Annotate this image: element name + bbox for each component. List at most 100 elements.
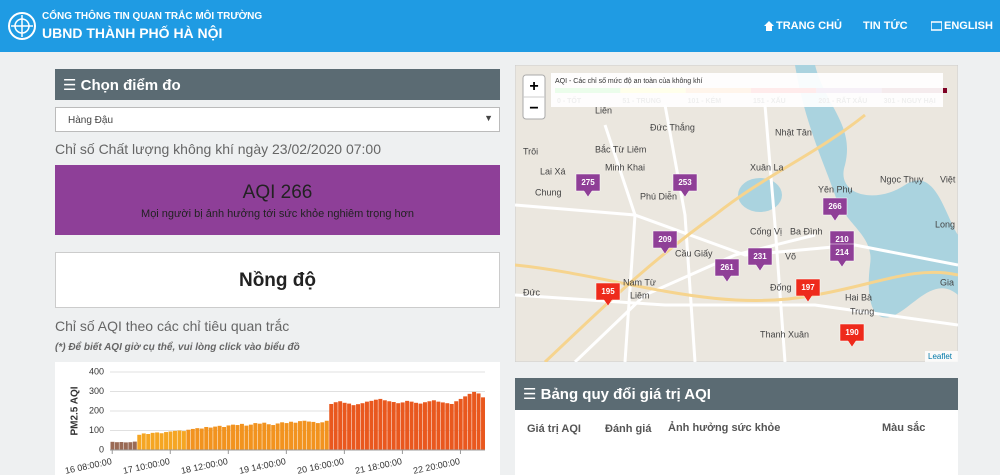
bar bbox=[128, 442, 133, 450]
marker-value: 275 bbox=[581, 178, 595, 187]
bar bbox=[400, 402, 405, 450]
zoom-out[interactable]: − bbox=[529, 100, 538, 117]
bar bbox=[119, 442, 124, 450]
station-select[interactable]: Hàng Đậu ▼ bbox=[55, 107, 500, 132]
bar bbox=[141, 433, 146, 450]
marker-value: 266 bbox=[828, 202, 842, 211]
nav-link[interactable]: ENGLISH bbox=[944, 20, 993, 32]
bar bbox=[356, 404, 360, 450]
bar bbox=[132, 441, 137, 450]
marker-value: 231 bbox=[753, 252, 767, 261]
logo bbox=[8, 12, 36, 40]
bar bbox=[364, 401, 369, 450]
place-label: Bắc Từ Liêm bbox=[595, 144, 646, 154]
bar bbox=[262, 422, 267, 450]
place-label: Liên bbox=[595, 105, 612, 115]
bar bbox=[137, 434, 142, 450]
place-label: Nam Từ bbox=[623, 277, 656, 287]
place-label: Chung bbox=[535, 187, 562, 197]
bar bbox=[445, 403, 450, 450]
bar bbox=[222, 426, 227, 450]
bar bbox=[427, 401, 432, 450]
bar bbox=[181, 431, 186, 450]
place-label: Võ bbox=[785, 251, 796, 261]
place-label: Đức bbox=[523, 287, 541, 297]
hint: (*) Để biết AQI giờ cụ thể, vui lòng cli… bbox=[55, 342, 300, 353]
marker-value: 210 bbox=[835, 235, 849, 244]
place-label: Xuân La bbox=[750, 162, 784, 172]
marker-value: 253 bbox=[678, 178, 692, 187]
flag-icon bbox=[931, 21, 942, 31]
marker-pin bbox=[652, 230, 678, 255]
marker-pin bbox=[795, 278, 821, 303]
panel-heading-text: Bảng quy đổi giá trị AQI bbox=[540, 386, 711, 403]
marker-value: 209 bbox=[658, 235, 672, 244]
bar bbox=[396, 403, 401, 450]
place-label: Phú Diễn bbox=[640, 191, 677, 201]
bar bbox=[235, 425, 240, 450]
place-label: Thanh Xuân bbox=[760, 329, 809, 339]
bar bbox=[159, 433, 164, 450]
attribution[interactable]: Leaflet bbox=[928, 352, 953, 361]
bar bbox=[239, 423, 244, 450]
bar bbox=[467, 393, 472, 450]
marker-pin bbox=[672, 173, 698, 198]
bar bbox=[476, 393, 481, 450]
conversion-table: Giá trị AQI Đánh giá Ảnh hưởng sức khỏe … bbox=[515, 410, 958, 475]
bar bbox=[302, 420, 307, 450]
bar bbox=[373, 399, 378, 450]
bar bbox=[114, 442, 119, 450]
y-tick-label: 400 bbox=[89, 366, 104, 376]
place-label: Liêm bbox=[630, 290, 650, 300]
bar bbox=[391, 402, 396, 450]
place-label: Cầu Giấy bbox=[675, 248, 713, 258]
marker-value: 197 bbox=[801, 283, 815, 292]
bar bbox=[150, 432, 155, 450]
bar bbox=[414, 402, 419, 450]
y-axis-label: PM2.5 AQI bbox=[70, 386, 81, 435]
bar bbox=[320, 422, 325, 450]
bar bbox=[347, 403, 352, 450]
bar bbox=[164, 432, 169, 450]
bar bbox=[190, 428, 195, 450]
y-tick-label: 200 bbox=[89, 405, 104, 415]
column-header: Đánh giá bbox=[605, 423, 652, 435]
bar bbox=[186, 429, 191, 450]
bar bbox=[378, 398, 383, 450]
nav-link[interactable]: TIN TỨC bbox=[863, 20, 908, 32]
aqi-message: Mọi người bị ảnh hưởng tới sức khỏe nghi… bbox=[141, 208, 414, 220]
major-roads bbox=[515, 113, 958, 362]
bar bbox=[463, 396, 468, 450]
place-label: Long Biên bbox=[935, 219, 958, 229]
bar bbox=[213, 426, 218, 450]
place-label: Cống Vị bbox=[750, 226, 782, 236]
bar bbox=[409, 401, 414, 450]
place-label: Yên Phụ bbox=[818, 184, 853, 194]
bar bbox=[146, 434, 151, 450]
aqi-value: AQI 266 bbox=[242, 182, 313, 203]
bar bbox=[387, 401, 392, 450]
bar bbox=[481, 397, 485, 450]
bar bbox=[458, 398, 463, 450]
bar bbox=[311, 421, 316, 450]
zoom-in[interactable]: + bbox=[529, 78, 538, 95]
home-icon bbox=[764, 21, 774, 31]
panel-heading: ☰ Bảng quy đổi giá trị AQI bbox=[515, 378, 958, 410]
place-label: Ngọc Thụy bbox=[880, 174, 924, 184]
bar bbox=[472, 391, 477, 450]
marker-value: 214 bbox=[835, 248, 849, 257]
aqi-box: AQI 266 Mọi người bị ảnh hưởng tới sức k… bbox=[55, 165, 500, 235]
marker-pin bbox=[747, 247, 773, 272]
map[interactable]: 0 - TỐT51 - TRUNG101 - KÉM151 - XẤU201 -… bbox=[515, 65, 958, 362]
concentration-heading: Nồng độ bbox=[238, 270, 317, 291]
bar bbox=[253, 423, 258, 450]
y-tick-label: 300 bbox=[89, 386, 104, 396]
bar bbox=[195, 428, 200, 450]
bar bbox=[217, 425, 222, 450]
marker-value: 195 bbox=[601, 287, 615, 296]
bar bbox=[204, 426, 209, 450]
concentration-box[interactable]: Nồng độ bbox=[55, 252, 500, 308]
nav-link[interactable]: TRANG CHỦ bbox=[776, 20, 842, 32]
